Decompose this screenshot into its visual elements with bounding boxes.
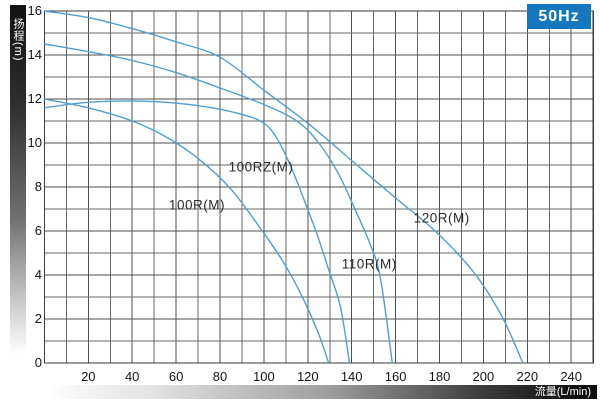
curve-label-100rzm: 100RZ(M)	[228, 159, 294, 175]
curve-label-110rm: 110R(M)	[341, 256, 397, 272]
x-axis-title-bar: 流量(L/min)	[44, 385, 597, 399]
pump-curve-120rm	[44, 10, 524, 364]
y-tick-label: 16	[27, 3, 42, 18]
y-tick-label: 14	[27, 47, 42, 62]
x-tick-label: 60	[168, 369, 184, 384]
y-tick-label: 0	[34, 355, 42, 370]
pump-curve-110rm	[44, 43, 393, 364]
x-tick-label: 200	[472, 369, 495, 384]
x-tick-label: 40	[124, 369, 140, 384]
y-axis-title-bar: 扬程(m)	[10, 5, 26, 358]
x-tick-label: 20	[81, 369, 96, 384]
x-tick-label: 80	[212, 369, 228, 384]
frequency-badge: 50Hz	[527, 4, 591, 29]
x-tick-label: 160	[384, 369, 407, 384]
y-tick-label: 6	[34, 223, 42, 238]
y-tick-label: 2	[34, 311, 42, 326]
x-tick-label: 120	[296, 369, 319, 384]
x-tick-label: 240	[560, 369, 583, 384]
curve-label-120rm: 120R(M)	[413, 210, 470, 226]
y-tick-label: 4	[34, 267, 42, 282]
pump-curve-100rm	[44, 98, 330, 364]
x-tick-label: 220	[516, 369, 539, 384]
plot-border	[43, 10, 594, 364]
y-tick-label: 10	[27, 135, 42, 150]
curve-label-100rm: 100R(M)	[168, 197, 225, 213]
x-tick-label: 100	[253, 369, 275, 384]
x-tick-label: 140	[340, 369, 363, 384]
y-tick-label: 12	[27, 91, 42, 106]
x-axis-title: 流量(L/min)	[534, 386, 591, 398]
y-tick-label: 8	[34, 179, 42, 194]
y-axis-title: 扬程(m)	[12, 18, 24, 62]
x-tick-label: 180	[428, 369, 451, 384]
pump-curve-100rzm	[44, 100, 351, 364]
